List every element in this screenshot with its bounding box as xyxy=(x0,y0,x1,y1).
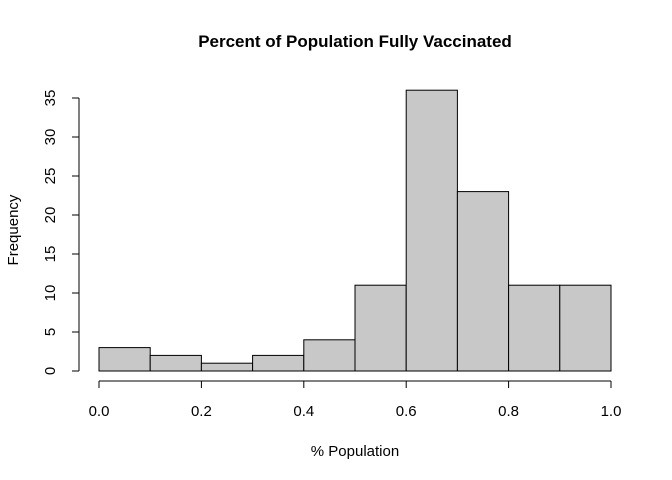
chart-title: Percent of Population Fully Vaccinated xyxy=(198,32,512,51)
x-tick-label: 0.8 xyxy=(498,403,519,420)
y-tick-label: 25 xyxy=(42,168,59,185)
x-axis-label: % Population xyxy=(311,443,399,460)
y-tick-label: 5 xyxy=(42,328,59,336)
x-tick-label: 0.0 xyxy=(89,403,110,420)
y-tick-label: 20 xyxy=(42,207,59,224)
histogram-bar xyxy=(405,89,458,372)
x-tick-label: 0.6 xyxy=(396,403,417,420)
y-axis: 0 5 10 15 20 25 30 35 xyxy=(42,90,80,375)
histogram-bar xyxy=(354,284,407,372)
histogram-bar xyxy=(303,339,356,372)
histogram-bar xyxy=(98,347,151,372)
x-axis: 0.0 0.2 0.4 0.6 0.8 1.0 xyxy=(89,380,622,420)
y-tick-label: 15 xyxy=(42,246,59,263)
y-tick-label: 30 xyxy=(42,129,59,146)
histogram-bar xyxy=(149,354,202,372)
y-tick-label: 10 xyxy=(42,285,59,302)
histogram-bar xyxy=(508,284,561,372)
bars-group xyxy=(98,89,612,372)
x-tick-label: 0.4 xyxy=(293,403,314,420)
y-axis-label: Frequency xyxy=(5,194,22,265)
histogram-bar xyxy=(200,362,254,372)
x-tick-label: 0.2 xyxy=(191,403,212,420)
x-tick-label: 1.0 xyxy=(601,403,622,420)
y-tick-label: 35 xyxy=(42,90,59,107)
y-tick-label: 0 xyxy=(42,367,59,375)
histogram-bar xyxy=(559,284,612,372)
histogram-bar xyxy=(456,191,510,372)
histogram-bar xyxy=(252,354,305,372)
